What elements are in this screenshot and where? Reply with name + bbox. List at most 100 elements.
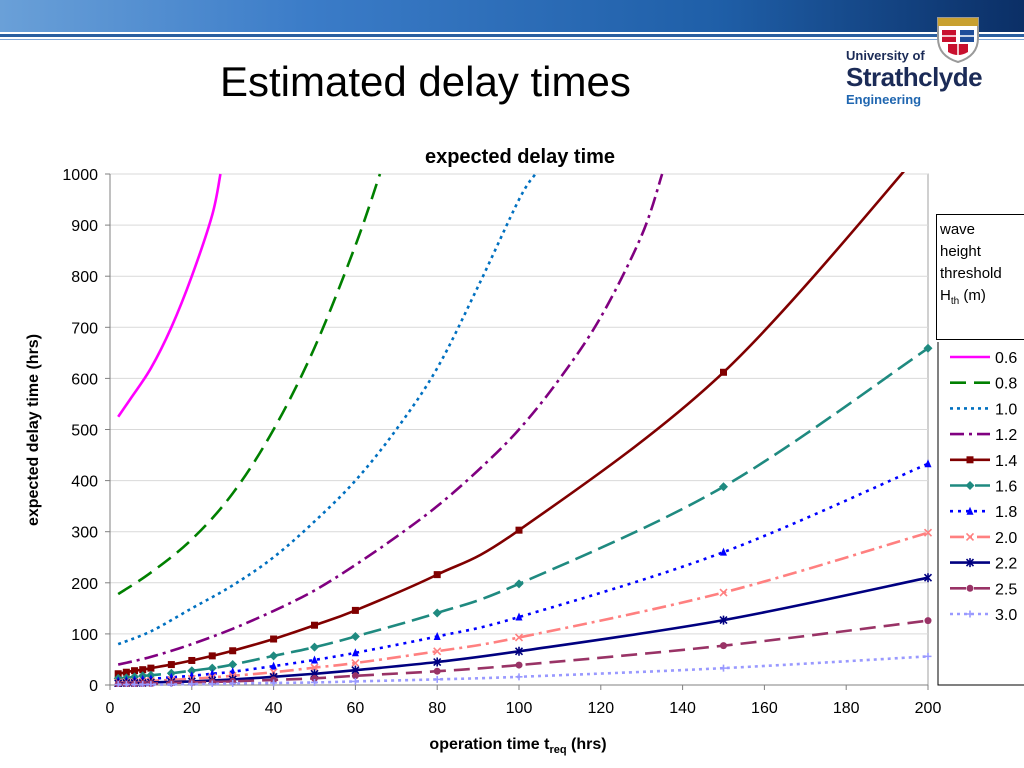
data-point-2.2 bbox=[719, 615, 728, 625]
data-point-2.5 bbox=[924, 617, 932, 625]
legend-entry-1.8: 1.8 bbox=[950, 504, 1017, 521]
data-point-1.4 bbox=[311, 621, 318, 629]
series-1.2 bbox=[117, 173, 664, 666]
legend-marker bbox=[966, 456, 974, 464]
series-line-1.8 bbox=[118, 462, 929, 683]
legend-title: wave height threshold Hth (m) bbox=[936, 214, 1024, 340]
y-tick-label: 500 bbox=[71, 423, 98, 440]
data-point-2.0 bbox=[310, 663, 319, 672]
data-point-1.6 bbox=[719, 482, 728, 492]
tick-labels: 0 100 200 300 400 500 600 700 800 900 1000 0 20 40 60 8… bbox=[62, 167, 941, 717]
legend-title-line-1: wave bbox=[940, 221, 976, 238]
logo-line-1: University of bbox=[846, 48, 925, 63]
legend-label: 1.8 bbox=[995, 504, 1017, 521]
data-point-3.0 bbox=[167, 680, 175, 687]
data-point-1.8 bbox=[270, 661, 278, 670]
x-axis-label-main: operation time t bbox=[429, 736, 550, 753]
data-point-1.6 bbox=[432, 608, 442, 618]
legend-entry-2.2: 2.2 bbox=[950, 556, 1017, 573]
legend-marker bbox=[966, 610, 974, 618]
data-point-1.4 bbox=[208, 652, 216, 660]
data-point-3.0 bbox=[720, 664, 727, 672]
data-point-2.0 bbox=[923, 528, 933, 537]
university-logo: University of Strathclyde Engineering bbox=[846, 12, 996, 107]
data-point-3.0 bbox=[515, 673, 523, 681]
data-point-3.0 bbox=[208, 680, 216, 687]
y-tick-label: 800 bbox=[71, 269, 98, 286]
x-axis-label-sub: req bbox=[549, 744, 566, 756]
legend-label: 1.4 bbox=[995, 453, 1017, 470]
legend-marker bbox=[965, 481, 975, 490]
legend-h-sub: th bbox=[950, 296, 960, 307]
data-point-1.4 bbox=[139, 666, 147, 674]
data-point-1.4 bbox=[188, 656, 196, 664]
data-point-2.0 bbox=[351, 658, 360, 668]
series-1.4 bbox=[114, 140, 932, 678]
legend: 0.6 0.8 1.0 1.2 1.4 1.6 1.8 2.0 2.2 2.5 3.0 bbox=[937, 342, 1024, 686]
series-line-0.6 bbox=[117, 173, 222, 418]
data-point-1.4 bbox=[433, 571, 441, 579]
y-tick-label: 700 bbox=[71, 320, 98, 337]
logo-line-3: Engineering bbox=[846, 92, 922, 107]
legend-entry-3.0: 3.0 bbox=[950, 607, 1017, 624]
data-point-3.0 bbox=[139, 680, 147, 687]
data-point-1.6 bbox=[310, 642, 319, 652]
legend-h: H bbox=[940, 287, 951, 304]
y-tick-label: 900 bbox=[71, 218, 98, 235]
data-point-3.0 bbox=[188, 680, 196, 687]
data-point-2.0 bbox=[433, 647, 442, 656]
y-tick-label: 1000 bbox=[62, 167, 98, 184]
legend-label: 2.5 bbox=[995, 581, 1017, 598]
data-point-1.8 bbox=[351, 648, 359, 657]
data-point-1.4 bbox=[515, 526, 523, 534]
data-point-3.0 bbox=[433, 675, 441, 683]
y-axis-label: expected delay time (hrs) bbox=[25, 334, 42, 526]
x-tick-label: 160 bbox=[751, 700, 778, 717]
data-point-2.2 bbox=[514, 646, 524, 656]
data-point-2.5 bbox=[433, 667, 441, 675]
legend-entry-1.4: 1.4 bbox=[950, 453, 1017, 470]
legend-title-line-4: Hth (m) bbox=[940, 285, 1024, 313]
x-tick-label: 60 bbox=[347, 700, 365, 717]
data-point-2.5 bbox=[720, 642, 727, 650]
data-point-1.4 bbox=[351, 606, 359, 614]
data-point-1.8 bbox=[311, 655, 318, 664]
x-axis-label: operation time treq (hrs) bbox=[429, 736, 606, 756]
x-tick-label: 120 bbox=[587, 700, 614, 717]
legend-entry-0.8: 0.8 bbox=[950, 376, 1017, 393]
y-tick-label: 600 bbox=[71, 371, 98, 388]
chart-title: expected delay time bbox=[425, 146, 615, 168]
header-bar bbox=[0, 0, 1024, 32]
data-point-1.4 bbox=[925, 140, 932, 147]
legend-entry-0.6: 0.6 bbox=[950, 350, 1017, 367]
x-tick-label: 0 bbox=[106, 700, 115, 717]
x-tick-label: 40 bbox=[265, 700, 283, 717]
y-tick-label: 300 bbox=[71, 525, 98, 542]
header-rule-thin bbox=[0, 39, 1024, 40]
legend-label: 2.2 bbox=[995, 556, 1017, 573]
data-point-3.0 bbox=[270, 679, 278, 687]
legend-label: 2.0 bbox=[995, 530, 1017, 547]
data-point-1.4 bbox=[720, 368, 727, 376]
legend-entry-1.6: 1.6 bbox=[950, 479, 1017, 496]
y-tick-label: 200 bbox=[71, 576, 98, 593]
legend-label: 0.6 bbox=[995, 350, 1017, 367]
data-point-1.4 bbox=[167, 661, 175, 669]
legend-label: 1.2 bbox=[995, 427, 1017, 444]
x-tick-label: 200 bbox=[915, 700, 942, 717]
series-line-0.8 bbox=[117, 173, 382, 596]
data-point-1.6 bbox=[228, 660, 238, 670]
legend-label: 1.0 bbox=[995, 401, 1017, 418]
series-0.8 bbox=[117, 173, 382, 596]
data-point-2.5 bbox=[311, 674, 318, 682]
data-point-1.4 bbox=[131, 667, 139, 675]
data-point-1.8 bbox=[515, 612, 523, 621]
data-point-1.4 bbox=[122, 668, 130, 676]
data-point-1.6 bbox=[514, 579, 524, 589]
data-point-2.0 bbox=[719, 588, 728, 597]
legend-marker bbox=[966, 506, 974, 515]
data-point-2.2 bbox=[923, 573, 933, 583]
legend-entry-2.0: 2.0 bbox=[950, 530, 1017, 547]
x-tick-label: 20 bbox=[183, 700, 201, 717]
